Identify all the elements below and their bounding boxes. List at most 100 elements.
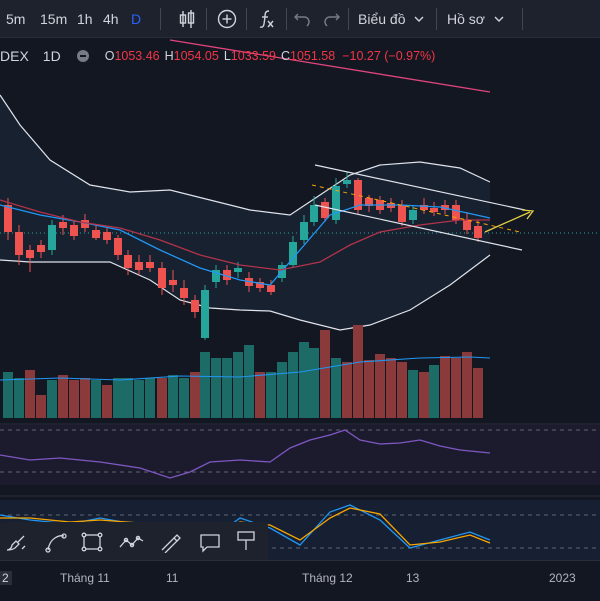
candle-body [267,285,275,292]
candle-body [223,270,231,280]
low-label: L [223,49,231,63]
profile-menu-button[interactable]: Hồ sơ [447,0,505,38]
path-icon[interactable] [118,531,146,558]
volume-bar [91,380,101,418]
rectangle-icon[interactable] [80,531,104,558]
candle-body [430,208,438,212]
pen-icon[interactable] [158,531,182,558]
time-label: 2023 [549,571,576,585]
symbol-interval: 1D [42,48,61,64]
candle-body [463,220,471,230]
volume-bar [69,380,79,418]
volume-bar [353,325,363,418]
candle-body [15,232,23,255]
toolbar-divider [286,8,287,30]
volume-bar [200,352,210,418]
interval-4h[interactable]: 4h [103,11,119,27]
volume-bar [25,370,35,418]
bollinger-lower [0,254,491,331]
candles-icon[interactable] [176,0,198,38]
add-indicator-icon[interactable] [216,0,238,38]
candle-body [26,250,34,258]
volume-bar [211,358,221,418]
candle-body [234,268,242,272]
candle-body [37,245,45,252]
volume-bar [473,368,483,418]
volume-bar [451,358,461,418]
symbol-legend: DEX 1D O 1053.46 H 1054.05 L 1033.59 C 1… [0,46,435,66]
low-value: 1033.59 [230,49,276,63]
price-chart[interactable] [0,38,600,560]
undo-icon[interactable] [292,0,312,38]
volume-bar [266,372,276,418]
time-axis[interactable]: 2 Tháng 11 11 Tháng 12 13 2023 [0,560,600,601]
interval-d[interactable]: D [131,11,142,27]
brush-icon[interactable] [4,531,28,558]
candle-body [365,198,373,206]
curve-icon[interactable] [44,531,68,558]
volume-bar [58,375,68,418]
comment-icon[interactable] [198,531,222,558]
volume-bar [47,380,57,418]
volume-bar [408,370,418,418]
chart-menu-button[interactable]: Biểu đồ [358,0,425,38]
volume-ma [0,356,491,381]
volume-bar [255,372,265,418]
candle-body [124,255,132,268]
time-label: 13 [406,571,420,585]
candle-body [70,225,78,236]
candle-body [354,180,362,210]
top-toolbar: 5m 15m 1h 4h D Biểu đồ Hồ sơ [0,0,600,38]
interval-5m[interactable]: 5m [6,11,26,27]
candle-body [201,290,209,338]
macd-signal [0,507,491,546]
candle-body [103,232,111,240]
candle-body [4,205,12,232]
high-label: H [164,49,174,63]
candle-body [289,242,297,265]
candle-body [256,282,264,288]
projection-arrow [484,211,531,233]
pin-icon[interactable] [234,529,258,558]
trend-line [169,39,491,93]
time-label: 11 [166,571,179,585]
candle-body [398,205,406,222]
candle-body [343,180,351,184]
volume-bar [222,358,232,418]
volume-bar [14,378,24,418]
candle-body [180,288,188,298]
interval-15m[interactable]: 15m [40,11,68,27]
interval-1h[interactable]: 1h [77,11,93,27]
toolbar-divider [206,8,207,30]
collapse-icon[interactable] [76,50,89,62]
toolbar-divider [522,8,523,30]
volume-bar [342,362,352,418]
volume-bar [123,378,133,418]
volume-bar [113,378,123,418]
volume-bar [233,352,243,418]
volume-bar [277,362,287,418]
chevron-down-icon [494,16,504,22]
close-label: C [280,49,291,63]
volume-bar [429,365,439,418]
volume-bar [309,348,319,418]
volume-bar [331,358,341,418]
redo-icon[interactable] [322,0,342,38]
symbol-name[interactable]: DEX [0,48,29,64]
volume-bar [440,356,450,418]
volume-bar [168,375,178,418]
rsi-pane [0,425,600,485]
toolbar-divider [348,8,349,30]
volume-bar [3,372,13,418]
volume-bar [145,378,155,418]
volume-bar [397,362,407,418]
channel-mid [311,184,521,233]
fx-icon[interactable] [256,0,278,38]
candle-body [321,202,329,218]
channel-lower [314,204,523,251]
bollinger-fill [0,95,490,330]
channel-upper [314,164,526,211]
open-value: 1053.46 [114,49,160,63]
time-label: Tháng 12 [302,571,353,585]
volume-bar [386,358,396,418]
